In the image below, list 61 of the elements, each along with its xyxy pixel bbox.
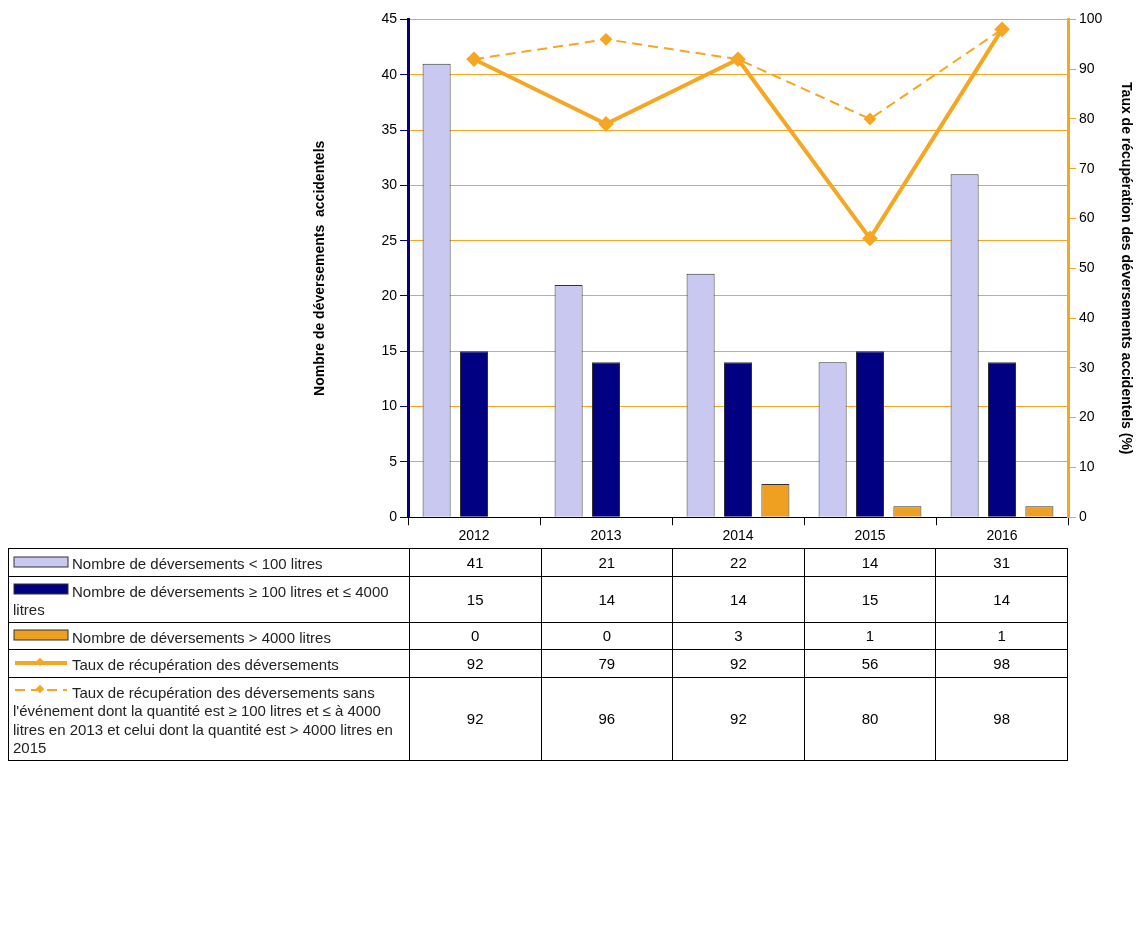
data-label: 3 — [672, 622, 805, 650]
y-tick-label: 5 — [389, 452, 398, 469]
data-label: 0 — [409, 622, 541, 650]
y-axis-title: Nombre de déversements accidentels — [311, 140, 328, 396]
data-label: 92 — [409, 649, 541, 678]
y-tick-label: 10 — [381, 397, 398, 414]
data-label: 80 — [804, 677, 936, 761]
data-label: 96 — [541, 677, 673, 761]
point — [864, 112, 876, 125]
data-label: 14 — [804, 548, 936, 577]
y2-tick-label: 80 — [1079, 109, 1095, 126]
data-label: 14 — [935, 576, 1068, 623]
y-tick-label: 15 — [381, 342, 398, 359]
x-tick-label: 2013 — [590, 527, 622, 544]
data-label: 56 — [804, 649, 936, 678]
data-label: 31 — [935, 548, 1068, 577]
y2-tick-label: 40 — [1079, 308, 1095, 325]
data-label: 41 — [409, 548, 541, 577]
data-label: 14 — [541, 576, 673, 623]
y-tick-label: 20 — [381, 286, 398, 303]
data-label: 92 — [672, 677, 805, 761]
y2-tick-label: 10 — [1079, 458, 1095, 475]
data-label: 22 — [672, 548, 805, 577]
y-tick-label: 40 — [381, 65, 398, 82]
y-tick-label: 35 — [381, 120, 398, 137]
data-label: 14 — [672, 576, 805, 623]
data-label: 79 — [541, 649, 673, 678]
y2-tick-label: 60 — [1079, 209, 1095, 226]
x-tick-label: 2015 — [854, 527, 886, 544]
text: Nombre de déversements ≥ 100 litres et ≤ 4000 litres — [13, 582, 389, 618]
y2-tick-label: 0 — [1079, 508, 1087, 525]
x-tick-label: 2012 — [458, 527, 490, 544]
y-tick-label: 45 — [381, 10, 398, 27]
point — [863, 231, 877, 246]
data-label: 0 — [541, 622, 673, 650]
data-label: 21 — [541, 548, 673, 577]
y2-tick-label: 20 — [1079, 408, 1095, 425]
legend-label: Taux de récupération des déversements sans l'événement dont la quantité est ≥ 100 litres et ≤ à 4000 litres en 2013 et celui dont la quantité est > 4000 litres en 2015 — [13, 683, 393, 756]
y2-tick-label: 30 — [1079, 358, 1095, 375]
y2-tick-label: 70 — [1079, 159, 1095, 176]
legend-label: Nombre de déversements > 4000 litres — [72, 628, 331, 646]
point — [599, 116, 613, 131]
data-label: 15 — [804, 576, 936, 623]
y-tick-label: 30 — [381, 176, 398, 193]
x-tick-label: 2016 — [986, 527, 1018, 544]
data-label: 98 — [935, 649, 1068, 678]
point — [600, 33, 612, 46]
x-tick-label: 2014 — [722, 527, 754, 544]
y2-tick-label: 100 — [1079, 10, 1103, 27]
legend-label: Nombre de déversements < 100 litres — [72, 554, 323, 572]
data-label: 1 — [804, 622, 936, 650]
y-tick-label: 0 — [389, 508, 398, 525]
data-label: 92 — [409, 677, 541, 761]
data-label: 92 — [672, 649, 805, 678]
y2-tick-label: 90 — [1079, 60, 1095, 77]
legend-label: Taux de récupération des déversements — [72, 655, 339, 673]
y2-axis-title: Taux de récupération des déversements accidentels (%) — [1118, 82, 1135, 455]
y-tick-label: 25 — [381, 231, 398, 248]
data-label: 98 — [935, 677, 1068, 761]
y2-tick-label: 50 — [1079, 259, 1095, 276]
data-label: 1 — [935, 622, 1068, 650]
